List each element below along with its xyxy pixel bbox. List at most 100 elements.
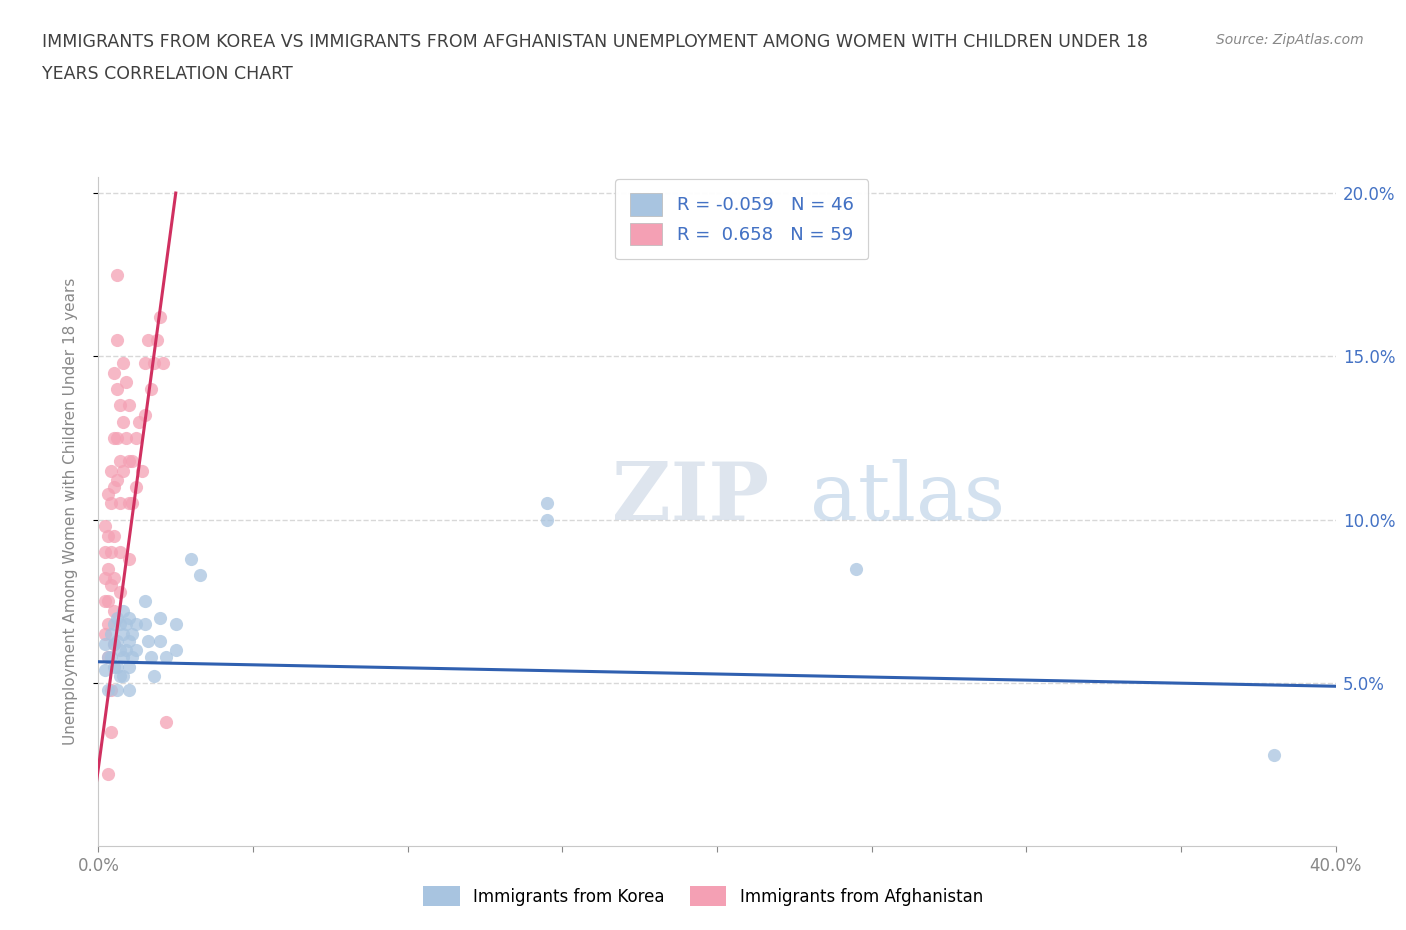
Point xyxy=(93,571,115,586)
Point xyxy=(112,355,135,370)
Text: YEARS CORRELATION CHART: YEARS CORRELATION CHART xyxy=(42,65,292,83)
Point xyxy=(121,627,143,642)
Point xyxy=(103,571,125,586)
Point xyxy=(139,649,162,664)
Point xyxy=(118,659,141,674)
Point xyxy=(112,627,135,642)
Point xyxy=(103,604,125,618)
Point xyxy=(100,496,122,511)
Point xyxy=(93,627,115,642)
Point xyxy=(112,669,135,684)
Point xyxy=(93,636,115,651)
Point xyxy=(143,355,166,370)
Point xyxy=(118,454,141,469)
Point xyxy=(108,669,131,684)
Point xyxy=(100,545,122,560)
Point xyxy=(190,567,212,582)
Point xyxy=(108,643,131,658)
Point xyxy=(134,594,156,609)
Point xyxy=(105,267,128,282)
Point xyxy=(93,594,115,609)
Point xyxy=(115,375,138,390)
Point xyxy=(103,617,125,631)
Point xyxy=(134,407,156,422)
Point xyxy=(152,355,174,370)
Point xyxy=(108,617,131,631)
Point xyxy=(112,463,135,478)
Point xyxy=(108,398,131,413)
Point xyxy=(108,454,131,469)
Point xyxy=(108,584,131,599)
Point xyxy=(105,659,128,674)
Point xyxy=(103,659,125,674)
Point xyxy=(112,604,135,618)
Point xyxy=(97,682,120,697)
Point xyxy=(124,643,146,658)
Point xyxy=(108,545,131,560)
Point xyxy=(108,496,131,511)
Point xyxy=(121,454,143,469)
Point xyxy=(149,310,172,325)
Text: ZIP: ZIP xyxy=(612,459,769,538)
Point xyxy=(121,496,143,511)
Point xyxy=(118,633,141,648)
Point xyxy=(100,724,122,739)
Point xyxy=(97,594,120,609)
Point xyxy=(128,414,150,429)
Point xyxy=(180,551,202,566)
Point xyxy=(149,633,172,648)
Point xyxy=(118,610,141,625)
Point xyxy=(103,636,125,651)
Text: Source: ZipAtlas.com: Source: ZipAtlas.com xyxy=(1216,33,1364,46)
Point xyxy=(103,528,125,543)
Point xyxy=(124,617,146,631)
Point xyxy=(105,682,128,697)
Point xyxy=(115,431,138,445)
Point xyxy=(121,649,143,664)
Text: atlas: atlas xyxy=(810,459,1005,538)
Point xyxy=(93,545,115,560)
Point xyxy=(136,333,159,348)
Point xyxy=(105,333,128,348)
Legend: R = -0.059   N = 46, R =  0.658   N = 59: R = -0.059 N = 46, R = 0.658 N = 59 xyxy=(616,179,868,259)
Point xyxy=(118,496,141,511)
Point xyxy=(845,561,868,576)
Point xyxy=(136,633,159,648)
Point xyxy=(97,649,120,664)
Point xyxy=(134,617,156,631)
Point xyxy=(536,512,558,527)
Legend: Immigrants from Korea, Immigrants from Afghanistan: Immigrants from Korea, Immigrants from A… xyxy=(416,880,990,912)
Point xyxy=(97,767,120,782)
Point xyxy=(100,682,122,697)
Point xyxy=(134,355,156,370)
Point xyxy=(103,365,125,380)
Point xyxy=(105,381,128,396)
Point xyxy=(124,431,146,445)
Point xyxy=(97,617,120,631)
Point xyxy=(103,431,125,445)
Point xyxy=(93,662,115,677)
Point xyxy=(105,633,128,648)
Point xyxy=(112,414,135,429)
Y-axis label: Unemployment Among Women with Children Under 18 years: Unemployment Among Women with Children U… xyxy=(63,278,77,745)
Point xyxy=(100,578,122,592)
Point xyxy=(97,561,120,576)
Point xyxy=(1263,748,1285,763)
Point xyxy=(97,528,120,543)
Point xyxy=(146,333,169,348)
Point xyxy=(97,486,120,501)
Point xyxy=(112,649,135,664)
Point xyxy=(100,649,122,664)
Point xyxy=(139,381,162,396)
Point xyxy=(105,473,128,488)
Point xyxy=(149,610,172,625)
Point xyxy=(100,463,122,478)
Point xyxy=(118,551,141,566)
Point xyxy=(536,496,558,511)
Point xyxy=(93,519,115,534)
Point xyxy=(105,610,128,625)
Point xyxy=(118,682,141,697)
Point xyxy=(115,617,138,631)
Point xyxy=(97,649,120,664)
Point xyxy=(105,431,128,445)
